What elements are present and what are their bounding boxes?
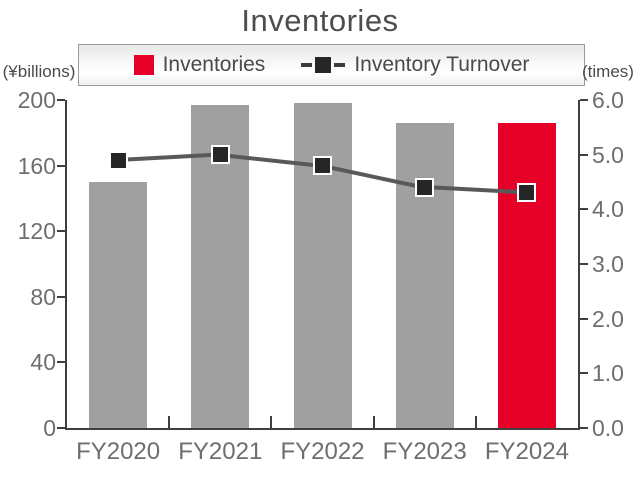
left-axis-tick [57, 427, 65, 429]
bar-swatch-icon [133, 55, 154, 75]
right-axis-tick [580, 317, 588, 320]
legend: Inventories Inventory Turnover [78, 44, 585, 86]
square-marker-icon [315, 57, 332, 73]
left-axis-tick [57, 361, 65, 364]
dash-icon [301, 63, 313, 67]
legend-item-inventories: Inventories [133, 53, 266, 77]
x-axis-label: FY2021 [178, 438, 263, 465]
right-axis-tick [580, 372, 588, 375]
right-axis-tick [580, 153, 588, 156]
right-axis-tick [580, 427, 588, 429]
right-axis-tick-label: 2.0 [592, 305, 624, 332]
bar-FY2024 [497, 122, 556, 428]
right-axis-tick-label: 5.0 [592, 141, 624, 168]
bar-FY2023 [395, 122, 454, 428]
left-axis-tick-label: 0 [43, 415, 56, 441]
right-axis-tick [580, 263, 588, 265]
x-axis-boundary-tick [372, 416, 375, 428]
legend-item-inventory-turnover: Inventory Turnover [301, 53, 529, 77]
bar-FY2020 [89, 182, 148, 428]
line-marker-swatch-icon [301, 57, 346, 73]
left-axis-tick [57, 230, 65, 233]
x-axis-boundary-tick [270, 416, 273, 428]
chart-title: Inventories [241, 3, 399, 38]
bar-FY2022 [293, 103, 352, 428]
right-axis-tick-label: 1.0 [592, 360, 624, 387]
plot-area [65, 100, 580, 430]
left-axis-tick [57, 295, 65, 298]
turnover-marker-FY2020 [108, 150, 128, 170]
right-axis-tick [580, 208, 588, 211]
right-axis-tick-label: 3.0 [592, 251, 624, 277]
x-axis-label: FY2023 [382, 438, 467, 465]
right-axis-tick-label: 4.0 [592, 196, 624, 223]
legend-label-inventories: Inventories [162, 53, 266, 76]
left-axis-tick [57, 164, 65, 167]
right-axis-tick-label: 0.0 [592, 415, 624, 441]
x-axis-boundary-tick [168, 416, 171, 428]
left-axis-tick [57, 99, 65, 101]
x-axis-boundary-tick [474, 416, 477, 428]
turnover-marker-FY2022 [313, 156, 332, 176]
dash-icon [334, 63, 346, 67]
left-axis-tick-label: 160 [17, 152, 56, 179]
left-axis-unit: (¥billions) [2, 62, 76, 81]
turnover-marker-FY2021 [210, 145, 230, 165]
turnover-marker-FY2023 [415, 177, 435, 197]
right-axis-unit: (times) [582, 62, 634, 81]
legend-label-inventory-turnover: Inventory Turnover [354, 53, 530, 76]
left-axis-tick-label: 120 [17, 218, 56, 245]
x-axis-label: FY2020 [76, 438, 161, 465]
left-axis-tick-label: 200 [17, 87, 56, 113]
left-axis-tick-label: 40 [30, 349, 56, 376]
right-axis-tick [580, 99, 588, 101]
x-axis-label: FY2022 [280, 438, 365, 465]
left-axis-tick-label: 80 [30, 283, 56, 310]
x-axis-label: FY2024 [484, 438, 569, 465]
turnover-marker-FY2024 [517, 183, 537, 203]
right-axis-tick-label: 6.0 [592, 87, 624, 113]
